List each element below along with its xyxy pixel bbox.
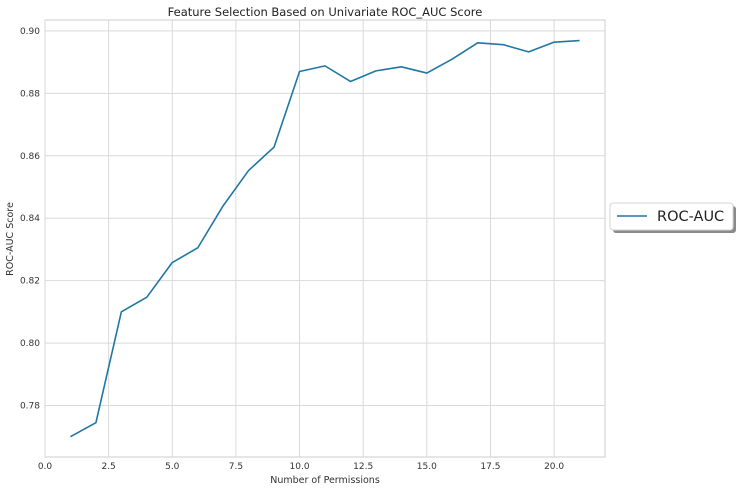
data-point bbox=[298, 70, 300, 72]
x-tick-label: 0.0 bbox=[38, 462, 53, 472]
y-tick-label: 0.84 bbox=[20, 214, 40, 224]
x-axis-label: Number of Permissions bbox=[270, 475, 380, 486]
data-point bbox=[273, 146, 275, 148]
y-tick-label: 0.90 bbox=[20, 27, 40, 37]
data-point bbox=[578, 39, 580, 41]
y-axis-ticks: 0.78 0.80 0.82 0.84 0.86 0.88 0.90 bbox=[20, 27, 40, 412]
x-tick-label: 5.0 bbox=[165, 462, 180, 472]
data-point bbox=[400, 66, 402, 68]
x-tick-label: 15.0 bbox=[417, 462, 437, 472]
data-point bbox=[171, 261, 173, 263]
y-axis-label: ROC-AUC Score bbox=[5, 202, 16, 276]
x-tick-label: 7.5 bbox=[229, 462, 243, 472]
data-point bbox=[69, 436, 71, 438]
data-point bbox=[324, 65, 326, 67]
data-point bbox=[197, 247, 199, 249]
plot-area bbox=[44, 19, 606, 458]
legend-box bbox=[609, 202, 734, 231]
chart-title: Feature Selection Based on Univariate RO… bbox=[168, 5, 483, 19]
legend: ROC-AUC bbox=[609, 202, 736, 233]
data-point bbox=[477, 42, 479, 44]
data-point bbox=[527, 51, 529, 53]
series-group bbox=[69, 39, 580, 438]
data-point bbox=[426, 72, 428, 74]
y-tick-label: 0.82 bbox=[20, 277, 40, 287]
x-tick-label: 12.5 bbox=[353, 462, 373, 472]
x-axis-ticks: 0.0 2.5 5.0 7.5 10.0 12.5 15.0 17.5 20.0 bbox=[38, 462, 565, 472]
y-tick-label: 0.78 bbox=[20, 401, 40, 411]
x-tick-label: 20.0 bbox=[544, 462, 564, 472]
data-point bbox=[146, 296, 148, 298]
series-line-roc-auc bbox=[70, 39, 580, 438]
data-point bbox=[95, 421, 97, 423]
x-tick-label: 10.0 bbox=[290, 462, 310, 472]
data-point bbox=[247, 169, 249, 171]
data-point bbox=[553, 41, 555, 43]
x-tick-label: 2.5 bbox=[101, 462, 115, 472]
data-point bbox=[120, 311, 122, 313]
data-point bbox=[451, 58, 453, 60]
y-tick-label: 0.88 bbox=[20, 89, 40, 99]
x-tick-label: 17.5 bbox=[480, 462, 500, 472]
data-point bbox=[349, 80, 351, 82]
y-tick-label: 0.80 bbox=[20, 339, 40, 349]
legend-label: ROC-AUC bbox=[657, 209, 724, 225]
data-point bbox=[375, 70, 377, 72]
data-point bbox=[222, 205, 224, 207]
data-point bbox=[502, 43, 504, 45]
grid-lines bbox=[44, 20, 605, 457]
y-tick-label: 0.86 bbox=[20, 152, 40, 162]
